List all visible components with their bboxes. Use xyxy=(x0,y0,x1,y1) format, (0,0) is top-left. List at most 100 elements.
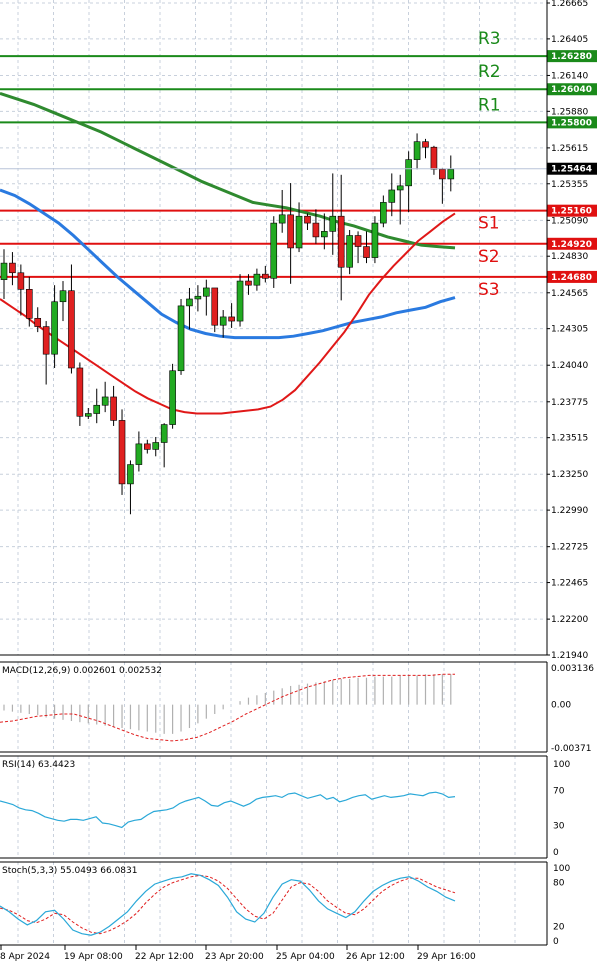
pivot-label-r2: R2 xyxy=(478,62,501,82)
candle-body xyxy=(42,326,50,355)
macd-tick: 0.003136 xyxy=(551,664,594,674)
moving-averages xyxy=(0,91,456,415)
macd-panel: MACD(12,26,9) 0.002601 0.002532 0.003136… xyxy=(0,664,594,754)
pivot-label-s1: S1 xyxy=(478,214,500,234)
y-tick-label: 1.25355 xyxy=(551,180,588,190)
candle-body xyxy=(93,404,101,414)
pivot-levels: 1.26280 R3 1.26040 R2 1.25800 R1 1.25160 S1 1.24… xyxy=(0,29,597,300)
candle-body xyxy=(321,231,328,238)
candle-body xyxy=(287,214,294,249)
candle-body xyxy=(152,442,160,450)
candle-body xyxy=(25,289,33,319)
x-tick-label: 26 Apr 12:00 xyxy=(346,952,405,962)
level-tag-s1 xyxy=(547,204,597,217)
y-tick-label: 1.23250 xyxy=(551,470,588,480)
candles xyxy=(0,133,455,515)
candle-body xyxy=(245,280,252,286)
candle-body xyxy=(177,305,185,372)
candle-body xyxy=(312,222,320,238)
y-tick-label: 1.25090 xyxy=(551,216,588,226)
candle-body xyxy=(127,464,134,485)
level-tag-s2 xyxy=(547,237,597,250)
candle-body xyxy=(278,214,286,224)
y-tick-label: 1.24830 xyxy=(551,252,588,262)
current-price-label: 1.25464 xyxy=(551,165,592,175)
y-tick-label: 1.23775 xyxy=(551,398,588,408)
level-tag-r3 xyxy=(547,50,597,63)
ma-green-line xyxy=(0,91,456,250)
candle-body xyxy=(194,295,202,300)
level-value-s3: 1.24680 xyxy=(551,273,592,283)
rsi-tick: 30 xyxy=(553,822,565,832)
candle-body xyxy=(363,246,370,258)
candle-body xyxy=(17,272,25,290)
rsi-tick: 70 xyxy=(553,786,565,796)
candle-body xyxy=(413,141,421,160)
x-tick-label: 29 Apr 16:00 xyxy=(417,952,476,962)
y-tick-label: 1.22725 xyxy=(551,543,588,553)
candle-body xyxy=(169,370,176,425)
pivot-label-r1: R1 xyxy=(478,95,501,115)
y-tick-label: 1.24305 xyxy=(551,325,588,335)
candle-body xyxy=(405,159,412,187)
y-tick-label: 1.22200 xyxy=(551,615,588,625)
time-axis: 8 Apr 2024 19 Apr 08:00 22 Apr 12:00 23 Apr… xyxy=(0,945,476,962)
candle-body xyxy=(186,298,193,307)
candle-body xyxy=(219,316,227,326)
macd-tick: 0.00 xyxy=(551,701,571,711)
pivot-label-s2: S2 xyxy=(478,247,500,267)
stoch-panel: Stoch(5,3,3) 55.0493 66.0831 100 80 20 0 xyxy=(0,864,570,947)
candle-body xyxy=(101,396,109,406)
candle-body xyxy=(396,185,404,191)
stoch-tick: 20 xyxy=(553,922,565,932)
candle-body xyxy=(354,235,362,247)
y-tick-label: 1.25615 xyxy=(551,144,588,154)
panel-frames xyxy=(0,0,548,946)
candle-body xyxy=(430,146,438,170)
macd-title: MACD(12,26,9) 0.002601 0.002532 xyxy=(2,666,162,676)
macd-signal-line xyxy=(0,673,455,742)
y-tick-label: 1.23515 xyxy=(551,434,588,444)
pivot-label-s3: S3 xyxy=(478,280,500,300)
candle-body xyxy=(110,396,117,421)
level-value-r1: 1.25800 xyxy=(551,118,592,128)
candle-body xyxy=(253,273,261,286)
rsi-tick: 0 xyxy=(553,848,559,858)
ma-blue-line xyxy=(0,188,456,340)
candle-body xyxy=(447,168,455,180)
x-tick-label: 8 Apr 2024 xyxy=(0,952,50,962)
candle-body xyxy=(295,215,303,249)
level-value-r2: 1.26040 xyxy=(551,85,592,95)
candle-body xyxy=(118,420,126,485)
candle-body xyxy=(68,290,75,369)
candle-body xyxy=(85,413,92,417)
rsi-panel: RSI(14) 63.4423 100 70 30 0 xyxy=(0,760,570,858)
candle-body xyxy=(9,262,16,274)
candle-body xyxy=(439,168,446,180)
candle-body xyxy=(160,424,168,443)
candle-body xyxy=(329,215,337,232)
y-tick-label: 1.26405 xyxy=(551,35,588,45)
grid-lines xyxy=(0,0,547,945)
y-tick-label: 1.21940 xyxy=(551,651,588,661)
price-axis: 1.26665 1.26405 1.26140 1.25880 1.25615 1.253… xyxy=(0,0,597,661)
level-tag-r2 xyxy=(547,83,597,96)
rsi-title: RSI(14) 63.4423 xyxy=(2,760,75,770)
stoch-tick: 80 xyxy=(553,879,565,889)
level-value-r3: 1.26280 xyxy=(551,52,592,62)
candle-body xyxy=(211,287,219,326)
candle-body xyxy=(422,141,429,148)
y-tick-label: 1.26140 xyxy=(551,71,588,81)
candle-body xyxy=(0,262,8,280)
x-tick-label: 25 Apr 04:00 xyxy=(276,952,335,962)
candle-body xyxy=(135,443,143,465)
candle-body xyxy=(380,202,387,224)
candle-body xyxy=(388,189,396,203)
pivot-label-r3: R3 xyxy=(478,29,501,49)
stoch-title: Stoch(5,3,3) 55.0493 66.0831 xyxy=(2,866,137,876)
candle-body xyxy=(203,287,210,297)
rsi-tick: 100 xyxy=(553,760,570,770)
level-tag-r1 xyxy=(547,116,597,129)
candle-body xyxy=(228,316,235,322)
